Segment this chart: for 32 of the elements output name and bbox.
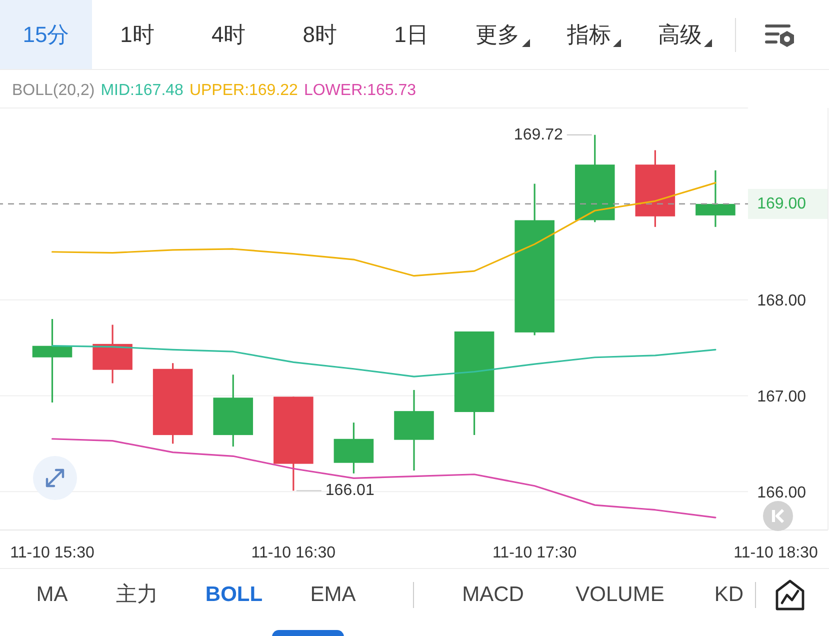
line-series xyxy=(51,182,716,277)
line-series xyxy=(51,438,716,518)
text: 1日 xyxy=(394,20,428,48)
x-tick-label: 11-10 18:30 xyxy=(734,544,818,562)
text: 1时 xyxy=(120,20,154,48)
x-tick-label: 11-10 17:30 xyxy=(492,544,577,562)
text: 指标 xyxy=(566,20,611,48)
text: 主力 xyxy=(116,582,158,608)
line-series xyxy=(51,345,716,378)
text: 更多 xyxy=(476,20,520,48)
text: 4时 xyxy=(211,20,246,48)
x-tick-label: 11-10 16:30 xyxy=(251,544,336,562)
text: MID:167.48 xyxy=(100,81,184,101)
annotation: 169.72 xyxy=(514,126,563,144)
y-tick-label: 166.00 xyxy=(757,484,806,502)
text: 15分 xyxy=(22,20,70,48)
y-tick-label: 168.00 xyxy=(757,292,806,310)
legend-title: BOLL(20,2) xyxy=(12,81,95,101)
annotation: 166.01 xyxy=(325,482,374,500)
ref-line-label: 169.00 xyxy=(757,195,806,212)
text: MACD xyxy=(462,582,524,608)
text: EMA xyxy=(310,582,356,608)
text: KD xyxy=(714,582,744,608)
text: 高级 xyxy=(658,20,702,48)
text: 8时 xyxy=(302,20,338,48)
text: UPPER:169.22 xyxy=(189,81,298,101)
text: LOWER:165.73 xyxy=(304,81,416,101)
x-tick-label: 11-10 15:30 xyxy=(10,544,94,562)
text: MA xyxy=(36,582,68,608)
text: VOLUME xyxy=(576,582,664,608)
y-tick-label: 167.00 xyxy=(757,388,806,406)
text: BOLL xyxy=(205,582,263,608)
